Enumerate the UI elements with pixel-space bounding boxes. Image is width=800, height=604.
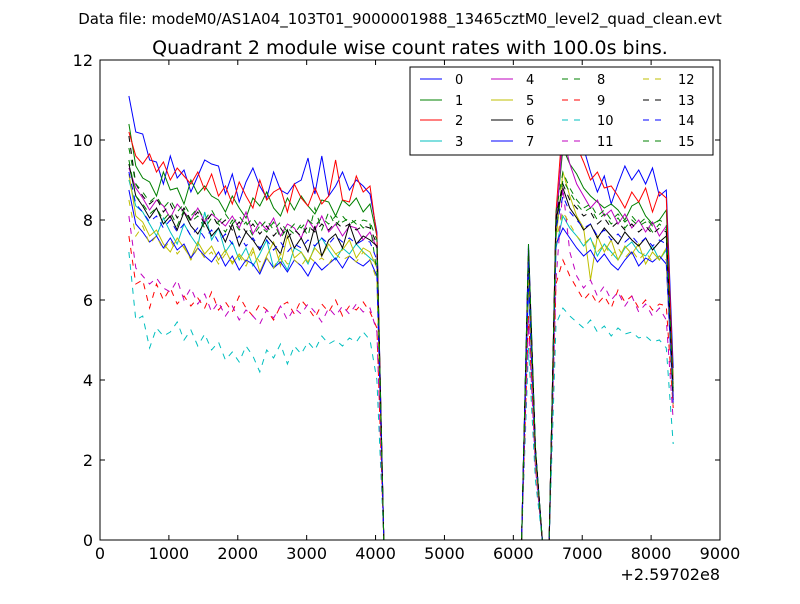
legend-label-10: 10 — [597, 114, 614, 129]
legend-label-2: 2 — [455, 114, 463, 129]
y-tick-label: 2 — [83, 451, 93, 470]
x-tick-label: 6000 — [493, 544, 534, 563]
legend-label-4: 4 — [526, 73, 534, 88]
series-15-line — [128, 147, 674, 541]
x-offset-label: +2.59702e8 — [620, 565, 720, 584]
legend-label-12: 12 — [678, 73, 695, 88]
legend-label-3: 3 — [455, 135, 463, 150]
legend-label-7: 7 — [526, 135, 534, 150]
x-tick-label: 9000 — [700, 544, 741, 563]
y-tick-label: 0 — [83, 531, 93, 550]
data-file-header: Data file: modeM0/AS1A04_103T01_90000019… — [78, 10, 722, 29]
legend-label-1: 1 — [455, 94, 463, 109]
legend-label-9: 9 — [597, 94, 605, 109]
legend-label-11: 11 — [597, 135, 614, 150]
x-tick-label: 0 — [95, 544, 105, 563]
y-tick-label: 10 — [73, 131, 93, 150]
x-tick-label: 4000 — [355, 544, 396, 563]
series-11-line — [128, 187, 674, 541]
x-tick-label: 8000 — [631, 544, 672, 563]
legend-label-13: 13 — [678, 94, 695, 109]
legend-label-15: 15 — [678, 135, 695, 150]
series-8-line — [128, 159, 674, 541]
x-tick-label: 7000 — [562, 544, 603, 563]
y-tick-label: 12 — [73, 51, 93, 70]
series-10-line — [128, 251, 674, 541]
y-tick-label: 6 — [83, 291, 93, 310]
legend-label-5: 5 — [526, 94, 534, 109]
series-13-line — [128, 135, 674, 541]
legend-label-6: 6 — [526, 114, 534, 129]
y-tick-label: 8 — [83, 211, 93, 230]
y-tick-label: 4 — [83, 371, 93, 390]
x-tick-label: 2000 — [217, 544, 258, 563]
chart-title: Quadrant 2 module wise count rates with … — [152, 37, 668, 59]
legend-box — [409, 66, 714, 156]
series-9-line — [128, 235, 674, 541]
legend-label-14: 14 — [678, 114, 695, 129]
legend-label-0: 0 — [455, 73, 463, 88]
x-tick-label: 3000 — [286, 544, 327, 563]
x-tick-label: 1000 — [149, 544, 190, 563]
x-tick-label: 5000 — [424, 544, 465, 563]
legend-label-8: 8 — [597, 73, 605, 88]
axes-layer: 0 1000 2000 3000 4000 5000 6000 7000 8000 9000 0 2 4… — [73, 51, 741, 563]
